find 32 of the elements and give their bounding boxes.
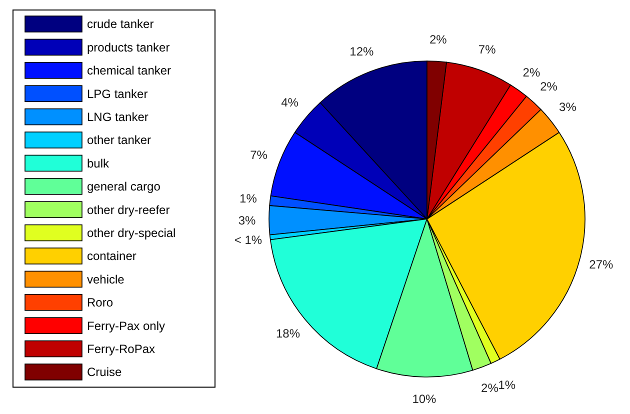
legend-label: Roro	[87, 296, 114, 310]
legend-label: other dry-reefer	[87, 202, 170, 217]
data-label: 2%	[540, 80, 558, 94]
data-label: 2%	[429, 32, 448, 47]
data-label: 7%	[478, 42, 496, 57]
data-label: 18%	[276, 326, 300, 341]
data-label: 1%	[498, 378, 516, 392]
data-label: 2%	[522, 66, 540, 80]
legend-label: LPG tanker	[87, 86, 148, 101]
legend-label: vehicle	[87, 272, 125, 286]
legend-label: Ferry-Pax only	[87, 318, 166, 333]
data-label: 12%	[350, 44, 374, 58]
legend-label: other tanker	[87, 133, 152, 148]
data-label: 1%	[240, 191, 258, 206]
data-label: < 1%	[234, 233, 262, 248]
legend-label: Ferry-RoPax	[87, 342, 156, 356]
data-label: 27%	[589, 258, 614, 272]
legend-label: container	[87, 249, 136, 264]
legend-label: products tanker	[87, 40, 170, 54]
data-label: 10%	[412, 392, 437, 406]
data-label: 3%	[238, 214, 256, 228]
data-label: 7%	[250, 148, 268, 162]
legend-label: Cruise	[87, 365, 122, 380]
data-label: 2%	[481, 380, 499, 395]
data-label: 4%	[281, 96, 299, 110]
data-label: 3%	[559, 100, 577, 114]
legend-label: bulk	[87, 156, 110, 170]
legend-label: chemical tanker	[87, 64, 172, 78]
legend-label: crude tanker	[87, 17, 154, 32]
legend-label: other dry-special	[87, 226, 176, 240]
legend-label: LNG tanker	[87, 110, 148, 124]
legend-label: general cargo	[87, 180, 161, 194]
